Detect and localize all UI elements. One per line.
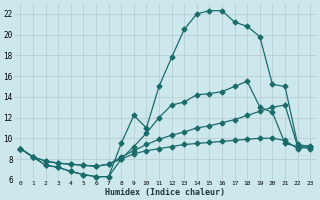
X-axis label: Humidex (Indice chaleur): Humidex (Indice chaleur) xyxy=(105,188,225,197)
